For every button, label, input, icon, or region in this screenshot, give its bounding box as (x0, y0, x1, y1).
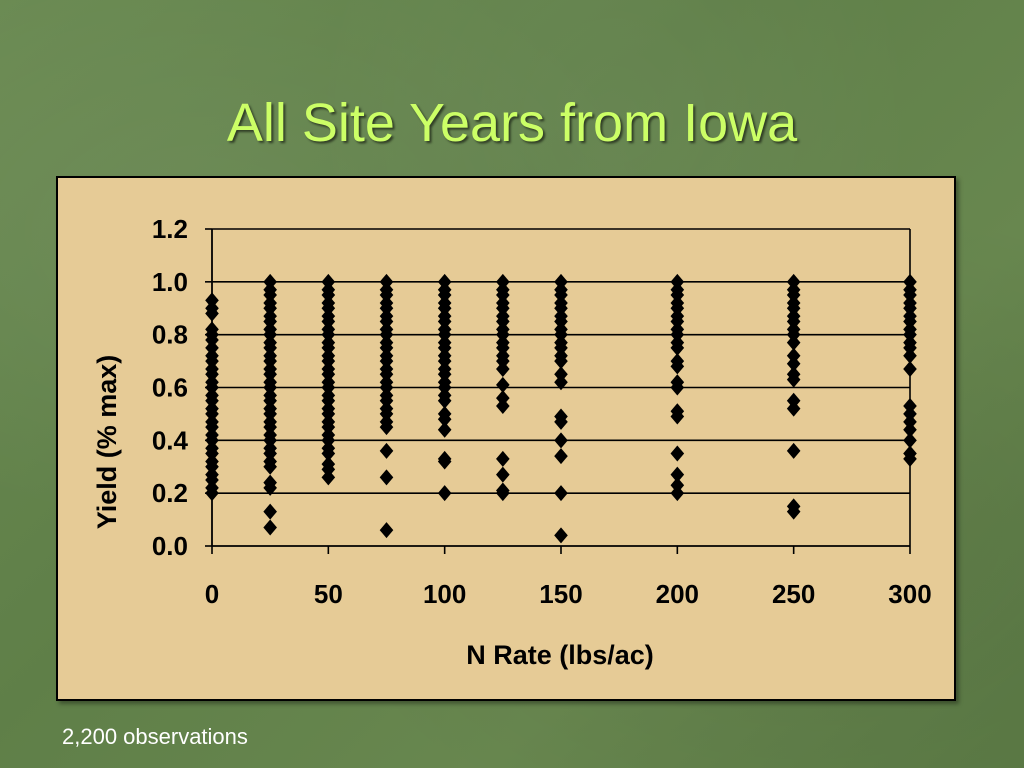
x-tick-label: 200 (656, 579, 699, 609)
data-point (554, 527, 568, 544)
y-tick-label: 0.2 (152, 478, 188, 508)
data-point (786, 442, 801, 459)
data-point (496, 466, 510, 483)
y-tick-label: 1.0 (152, 267, 188, 297)
data-point (379, 442, 394, 459)
data-point (263, 458, 277, 475)
x-tick-label: 250 (772, 579, 815, 609)
tick-labels: 0.0 0.2 0.4 0.6 0.8 1.0 1.2 0 50 100 150 200 250 300 (152, 214, 932, 609)
data-point (786, 334, 801, 351)
x-tick-label: 50 (314, 579, 343, 609)
data-point (903, 421, 917, 438)
data-point (670, 339, 685, 356)
x-tick-label: 150 (539, 579, 582, 609)
chart-panel: 0.0 0.2 0.4 0.6 0.8 1.0 1.2 0 50 100 150 200 250 300 … (56, 176, 956, 701)
data-point (496, 376, 510, 393)
data-point (379, 469, 394, 486)
data-point (321, 445, 336, 462)
data-point (670, 379, 685, 396)
y-tick-label: 0.8 (152, 320, 188, 350)
data-point (670, 445, 685, 462)
data-point (205, 485, 219, 502)
data-point (263, 479, 277, 496)
data-point (554, 432, 568, 449)
data-point (670, 408, 685, 425)
data-point (786, 503, 801, 520)
data-point (437, 453, 452, 470)
data-point (379, 522, 394, 539)
y-tick-label: 0.6 (152, 373, 188, 403)
data-point (786, 371, 801, 388)
data-point (496, 485, 510, 502)
data-point (903, 361, 917, 378)
data-points (205, 273, 917, 544)
axes (205, 228, 911, 554)
data-point (786, 355, 801, 372)
data-point (670, 466, 685, 483)
data-point (496, 450, 510, 467)
x-tick-label: 0 (205, 579, 219, 609)
y-tick-label: 0.0 (152, 531, 188, 561)
data-point (496, 397, 510, 414)
x-axis-title: N Rate (lbs/ac) (466, 640, 654, 670)
data-point (670, 358, 685, 375)
data-point (437, 421, 452, 438)
observation-count-note: 2,200 observations (62, 724, 248, 749)
data-point (554, 485, 568, 502)
y-tick-label: 1.2 (152, 214, 188, 244)
data-point (786, 400, 801, 417)
y-tick-label: 0.4 (152, 425, 189, 455)
slide-title: All Site Years from Iowa (226, 93, 798, 153)
data-point (496, 361, 510, 378)
data-point (670, 485, 685, 502)
x-tick-label: 300 (888, 579, 931, 609)
data-point (263, 503, 277, 520)
data-point (321, 469, 336, 486)
data-point (263, 519, 277, 536)
data-point (903, 432, 917, 449)
data-point (205, 305, 219, 322)
x-tick-label: 100 (423, 579, 466, 609)
scatter-chart: 0.00.20.40.60.81.01.20 50 100 150 200 250 300 … (92, 214, 932, 670)
data-point (903, 450, 917, 467)
data-point (379, 419, 394, 436)
y-axis-title: Yield (% max) (92, 355, 122, 530)
data-point (437, 485, 452, 502)
data-point (437, 392, 452, 409)
data-point (903, 347, 917, 364)
data-point (437, 411, 452, 428)
data-point (554, 448, 568, 465)
